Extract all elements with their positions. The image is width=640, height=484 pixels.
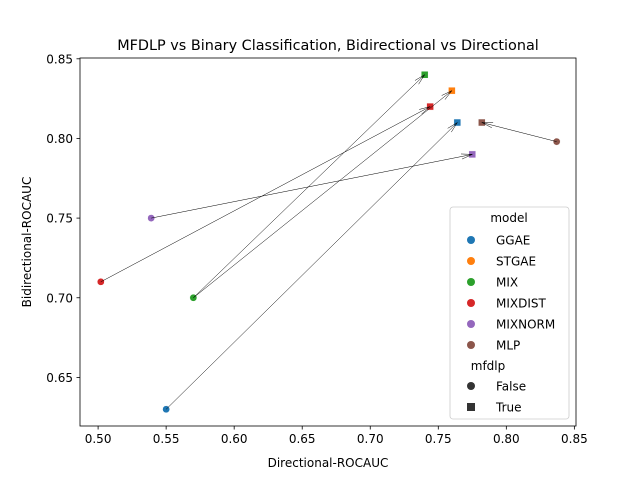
arrow — [481, 122, 557, 142]
legend-marker-mixdist — [467, 299, 475, 307]
arrow — [100, 106, 431, 283]
x-tick-label: 0.60 — [221, 432, 248, 446]
y-tick-label: 0.75 — [46, 212, 73, 226]
legend-marker-ggae — [467, 236, 475, 244]
arrow — [165, 122, 458, 410]
legend-label-true: True — [495, 401, 522, 415]
legend-marker-mixnorm — [467, 320, 475, 328]
legend-marker-circle — [467, 382, 475, 390]
x-axis-ticks: 0.50 0.55 0.60 0.65 0.70 0.75 0.80 0.85 — [85, 426, 588, 446]
arrow-head — [447, 122, 458, 133]
legend-marker-stgae — [467, 257, 475, 265]
y-tick-label: 0.80 — [46, 132, 73, 146]
x-tick-label: 0.50 — [85, 432, 112, 446]
chart-title: MFDLP vs Binary Classification, Bidirect… — [117, 38, 539, 54]
arrow-shaft — [100, 106, 431, 283]
y-tick-label: 0.85 — [46, 52, 73, 66]
arrow-shaft — [193, 90, 453, 298]
y-tick-label: 0.65 — [46, 371, 73, 385]
arrow-head — [461, 153, 473, 160]
legend-title-mfdlp: mfdlp — [471, 359, 505, 373]
x-tick-label: 0.80 — [493, 432, 520, 446]
arrow — [151, 153, 473, 219]
x-tick-label: 0.85 — [561, 432, 588, 446]
legend: model GGAE STGAE MIX MIXDIST MIXNORM MLP mfdl… — [449, 206, 570, 420]
legend-marker-square — [467, 403, 475, 411]
legend-model-items: GGAE STGAE MIX MIXDIST MIXNORM MLP — [467, 234, 555, 353]
arrow-shaft — [165, 122, 458, 410]
x-tick-label: 0.65 — [289, 432, 316, 446]
legend-marker-mlp — [467, 341, 475, 349]
y-tick-label: 0.70 — [46, 291, 73, 305]
y-axis-ticks: 0.65 0.70 0.75 0.80 0.85 — [46, 52, 80, 385]
arrow-head — [481, 122, 494, 128]
arrow-head — [419, 106, 431, 115]
x-tick-label: 0.70 — [357, 432, 384, 446]
legend-label-stgae: STGAE — [496, 255, 536, 269]
arrow-shaft — [193, 74, 425, 298]
legend-label-mixdist: MIXDIST — [496, 297, 547, 311]
arrow-shaft — [481, 122, 557, 142]
arrow — [193, 74, 425, 298]
x-axis-label: Directional-ROCAUC — [268, 456, 389, 470]
x-tick-label: 0.55 — [153, 432, 180, 446]
y-axis-label: Bidirectional-ROCAUC — [20, 177, 34, 308]
legend-label-mlp: MLP — [496, 339, 520, 353]
legend-label-false: False — [496, 380, 526, 394]
legend-label-mixnorm: MIXNORM — [496, 318, 555, 332]
x-tick-label: 0.75 — [425, 432, 452, 446]
plot-area — [96, 70, 561, 414]
legend-label-mix: MIX — [496, 276, 518, 290]
arrow-head — [441, 90, 453, 100]
legend-mfdlp-items: False True — [467, 380, 526, 415]
axes-frame — [79, 57, 577, 427]
legend-box — [449, 206, 570, 420]
arrow-head — [414, 74, 425, 85]
point-mlp-false — [552, 137, 561, 146]
legend-title-model: model — [490, 211, 527, 225]
legend-label-ggae: GGAE — [496, 234, 530, 248]
arrow-shaft — [151, 154, 473, 219]
arrow — [193, 90, 453, 298]
legend-marker-mix — [467, 278, 475, 286]
